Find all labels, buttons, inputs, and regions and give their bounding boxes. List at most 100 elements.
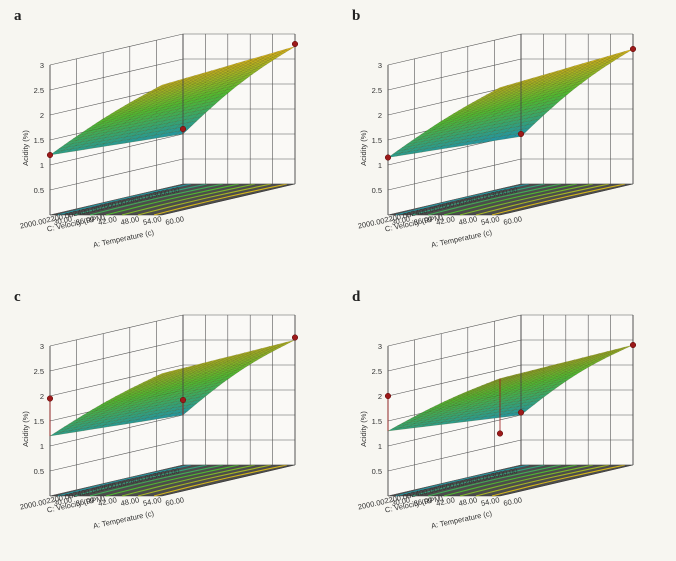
floor-contour-line [121, 464, 256, 497]
z-tick-label: 3 [378, 61, 382, 70]
chart-panel-c: c 0.5 1 1.5 2 2.5 3 Acidity (%) 30.00 36.00 42.00 4… [14, 289, 299, 531]
floor-contour-line [153, 183, 288, 216]
z-tick-label: 2.5 [372, 367, 382, 376]
x-tick-label: 48.00 [458, 495, 478, 508]
z-tick-label: 1 [378, 442, 382, 451]
chart-panel-d: d 0.5 1 1.5 2 2.5 3 Acidity (%) 30.00 36.00 42.00 4… [352, 289, 637, 530]
floor-contour-line [105, 183, 240, 216]
design-point [496, 430, 504, 437]
x-axis-label: A: Temperature (c) [92, 509, 155, 531]
x-tick-label: 54.00 [142, 495, 162, 508]
floor-contour-line [57, 183, 192, 216]
design-point [384, 154, 392, 161]
x-tick-label: 36.00 [413, 214, 433, 227]
z-axis-label: Acidity (%) [359, 411, 368, 447]
floor-contour-line [491, 464, 626, 497]
z-tick-label: 1 [378, 161, 382, 170]
floor-contour-line [105, 464, 240, 497]
z-tick-label: 0.5 [372, 186, 382, 195]
surface-facet [495, 84, 509, 91]
x-tick-label: 54.00 [480, 214, 500, 227]
y-tick-label: 2000.00 [19, 497, 47, 511]
x-tick-label: 36.00 [413, 495, 433, 508]
x-tick-label: 48.00 [458, 214, 478, 227]
z-axis-label: Acidity (%) [21, 130, 30, 166]
panel-label: a [14, 8, 22, 24]
design-point [517, 409, 525, 416]
floor-contour-line [395, 183, 530, 216]
floor-contour-line [73, 464, 208, 497]
panel-label: d [352, 289, 361, 305]
x-axis-label: A: Temperature (c) [92, 228, 155, 250]
design-point [384, 392, 392, 400]
z-tick-label: 2.5 [34, 367, 44, 376]
floor-contour-line [411, 183, 546, 216]
design-point [629, 45, 637, 53]
x-tick-label: 54.00 [480, 495, 500, 508]
floor-contour-line [459, 464, 594, 497]
floor-contour-line [121, 183, 256, 216]
chart-panel-b: b 0.5 1 1.5 2 2.5 3 Acidity (%) 30.00 36.00 42.00 4… [352, 8, 637, 250]
floor-contour-line [475, 464, 610, 497]
z-tick-label: 2 [40, 392, 44, 401]
x-tick-label: 54.00 [142, 214, 162, 227]
floor-contour-line [73, 183, 208, 216]
floor-contour-line [475, 183, 610, 216]
design-point [517, 130, 525, 138]
panel-label: b [352, 8, 360, 24]
x-tick-label: 48.00 [120, 495, 140, 508]
z-tick-label: 2.5 [34, 86, 44, 95]
z-tick-label: 3 [378, 342, 382, 351]
z-tick-label: 2 [378, 392, 382, 401]
floor-contour-line [89, 183, 224, 216]
floor-contour-line [395, 464, 530, 497]
x-tick-label: 36.00 [75, 214, 95, 227]
z-tick-label: 0.5 [372, 467, 382, 476]
x-tick-label: 60.00 [503, 214, 523, 227]
floor-contour-line [411, 464, 546, 497]
surface-facet [157, 371, 171, 376]
z-axis-label: Acidity (%) [359, 130, 368, 166]
design-point [46, 395, 54, 402]
x-tick-label: 42.00 [435, 495, 455, 508]
x-tick-label: 30.00 [53, 495, 73, 508]
x-tick-label: 60.00 [165, 214, 185, 227]
z-tick-label: 0.5 [34, 467, 44, 476]
x-tick-label: 30.00 [53, 214, 73, 227]
x-tick-label: 42.00 [97, 214, 117, 227]
design-point [291, 334, 299, 341]
design-point [291, 40, 299, 48]
x-tick-label: 30.00 [391, 214, 411, 227]
x-tick-label: 60.00 [165, 495, 185, 508]
z-tick-label: 1.5 [372, 136, 382, 145]
floor-contour-line [137, 183, 272, 216]
floor-contour-line [491, 183, 626, 216]
x-tick-label: 42.00 [435, 214, 455, 227]
floor-contour-line [57, 464, 192, 497]
floor-contour-line [153, 464, 288, 497]
chart-panel-a: a 0.5 1 1.5 2 2.5 3 Acidity (%) 30.00 36.00 42.00 4… [14, 8, 299, 250]
z-tick-label: 1.5 [372, 417, 382, 426]
x-axis-label: A: Temperature (c) [430, 228, 493, 250]
x-tick-label: 48.00 [120, 214, 140, 227]
x-tick-label: 42.00 [97, 495, 117, 508]
y-tick-label: 2000.00 [19, 216, 47, 230]
floor-contour-line [459, 183, 594, 216]
y-tick-label: 2000.00 [357, 216, 385, 230]
z-tick-label: 1 [40, 442, 44, 451]
z-tick-label: 3 [40, 61, 44, 70]
z-tick-label: 2 [40, 111, 44, 120]
floor-contour-line [427, 464, 562, 497]
floor-contour-line [427, 183, 562, 216]
design-point [46, 151, 54, 159]
panel-label: c [14, 289, 21, 305]
x-tick-label: 60.00 [503, 495, 523, 508]
z-tick-label: 2 [378, 111, 382, 120]
x-tick-label: 30.00 [391, 495, 411, 508]
design-point [629, 341, 637, 349]
design-point [179, 396, 187, 404]
z-axis-label: Acidity (%) [21, 411, 30, 447]
z-tick-label: 1.5 [34, 417, 44, 426]
z-tick-label: 2.5 [372, 86, 382, 95]
